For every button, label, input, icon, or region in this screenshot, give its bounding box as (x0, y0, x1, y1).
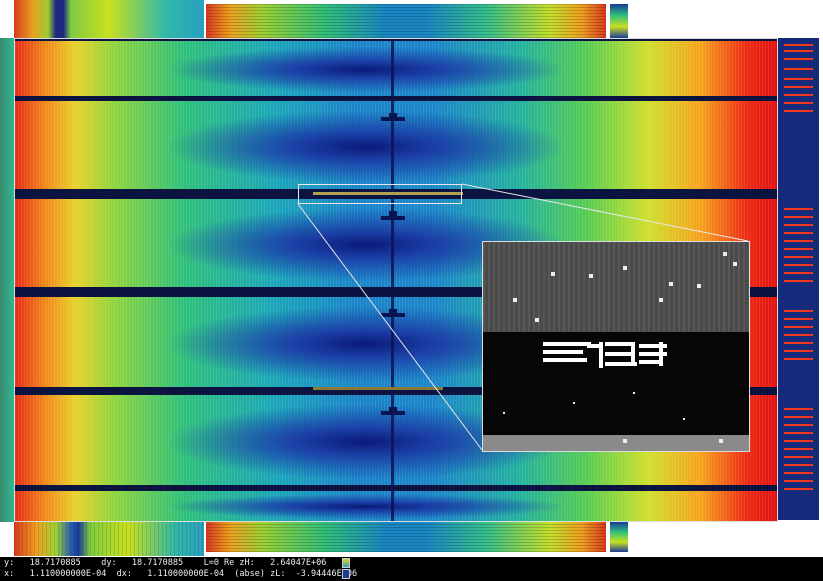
bottom-left-strip (14, 522, 204, 556)
spectro-band-6 (15, 491, 777, 521)
marker-2b (389, 211, 397, 219)
bottom-center-strip (206, 522, 606, 552)
zoom-selection-rect[interactable] (298, 184, 462, 204)
status-line-1: y: 18.7170885 dy: 18.7170885 L=0 Re zH: … (4, 558, 327, 568)
color-indicator-2 (342, 569, 350, 579)
center-frequency-line (391, 39, 394, 521)
left-edge-strip (0, 38, 14, 522)
zoom-inset[interactable] (482, 241, 750, 452)
spectro-band-1 (15, 41, 777, 96)
top-left-strip (14, 0, 204, 38)
top-center-strip (206, 4, 606, 38)
bottom-right-strip (610, 522, 628, 552)
signal-line-2 (313, 387, 443, 390)
marker-1b (389, 113, 397, 121)
inset-signal-region (483, 332, 749, 435)
status-bar: y: 18.7170885 dy: 18.7170885 L=0 Re zH: … (0, 557, 823, 581)
marker-4b (389, 407, 397, 415)
right-indicator-bar (778, 38, 819, 520)
inset-top-region (483, 242, 749, 332)
inset-bottom-band (483, 435, 749, 451)
top-right-strip (610, 4, 628, 38)
status-line-2: x: 1.110000000E-04 dx: 1.110000000E-04 (… (4, 569, 358, 579)
color-indicator-1 (342, 558, 350, 568)
signal-line-1 (313, 192, 463, 195)
marker-3b (389, 309, 397, 317)
